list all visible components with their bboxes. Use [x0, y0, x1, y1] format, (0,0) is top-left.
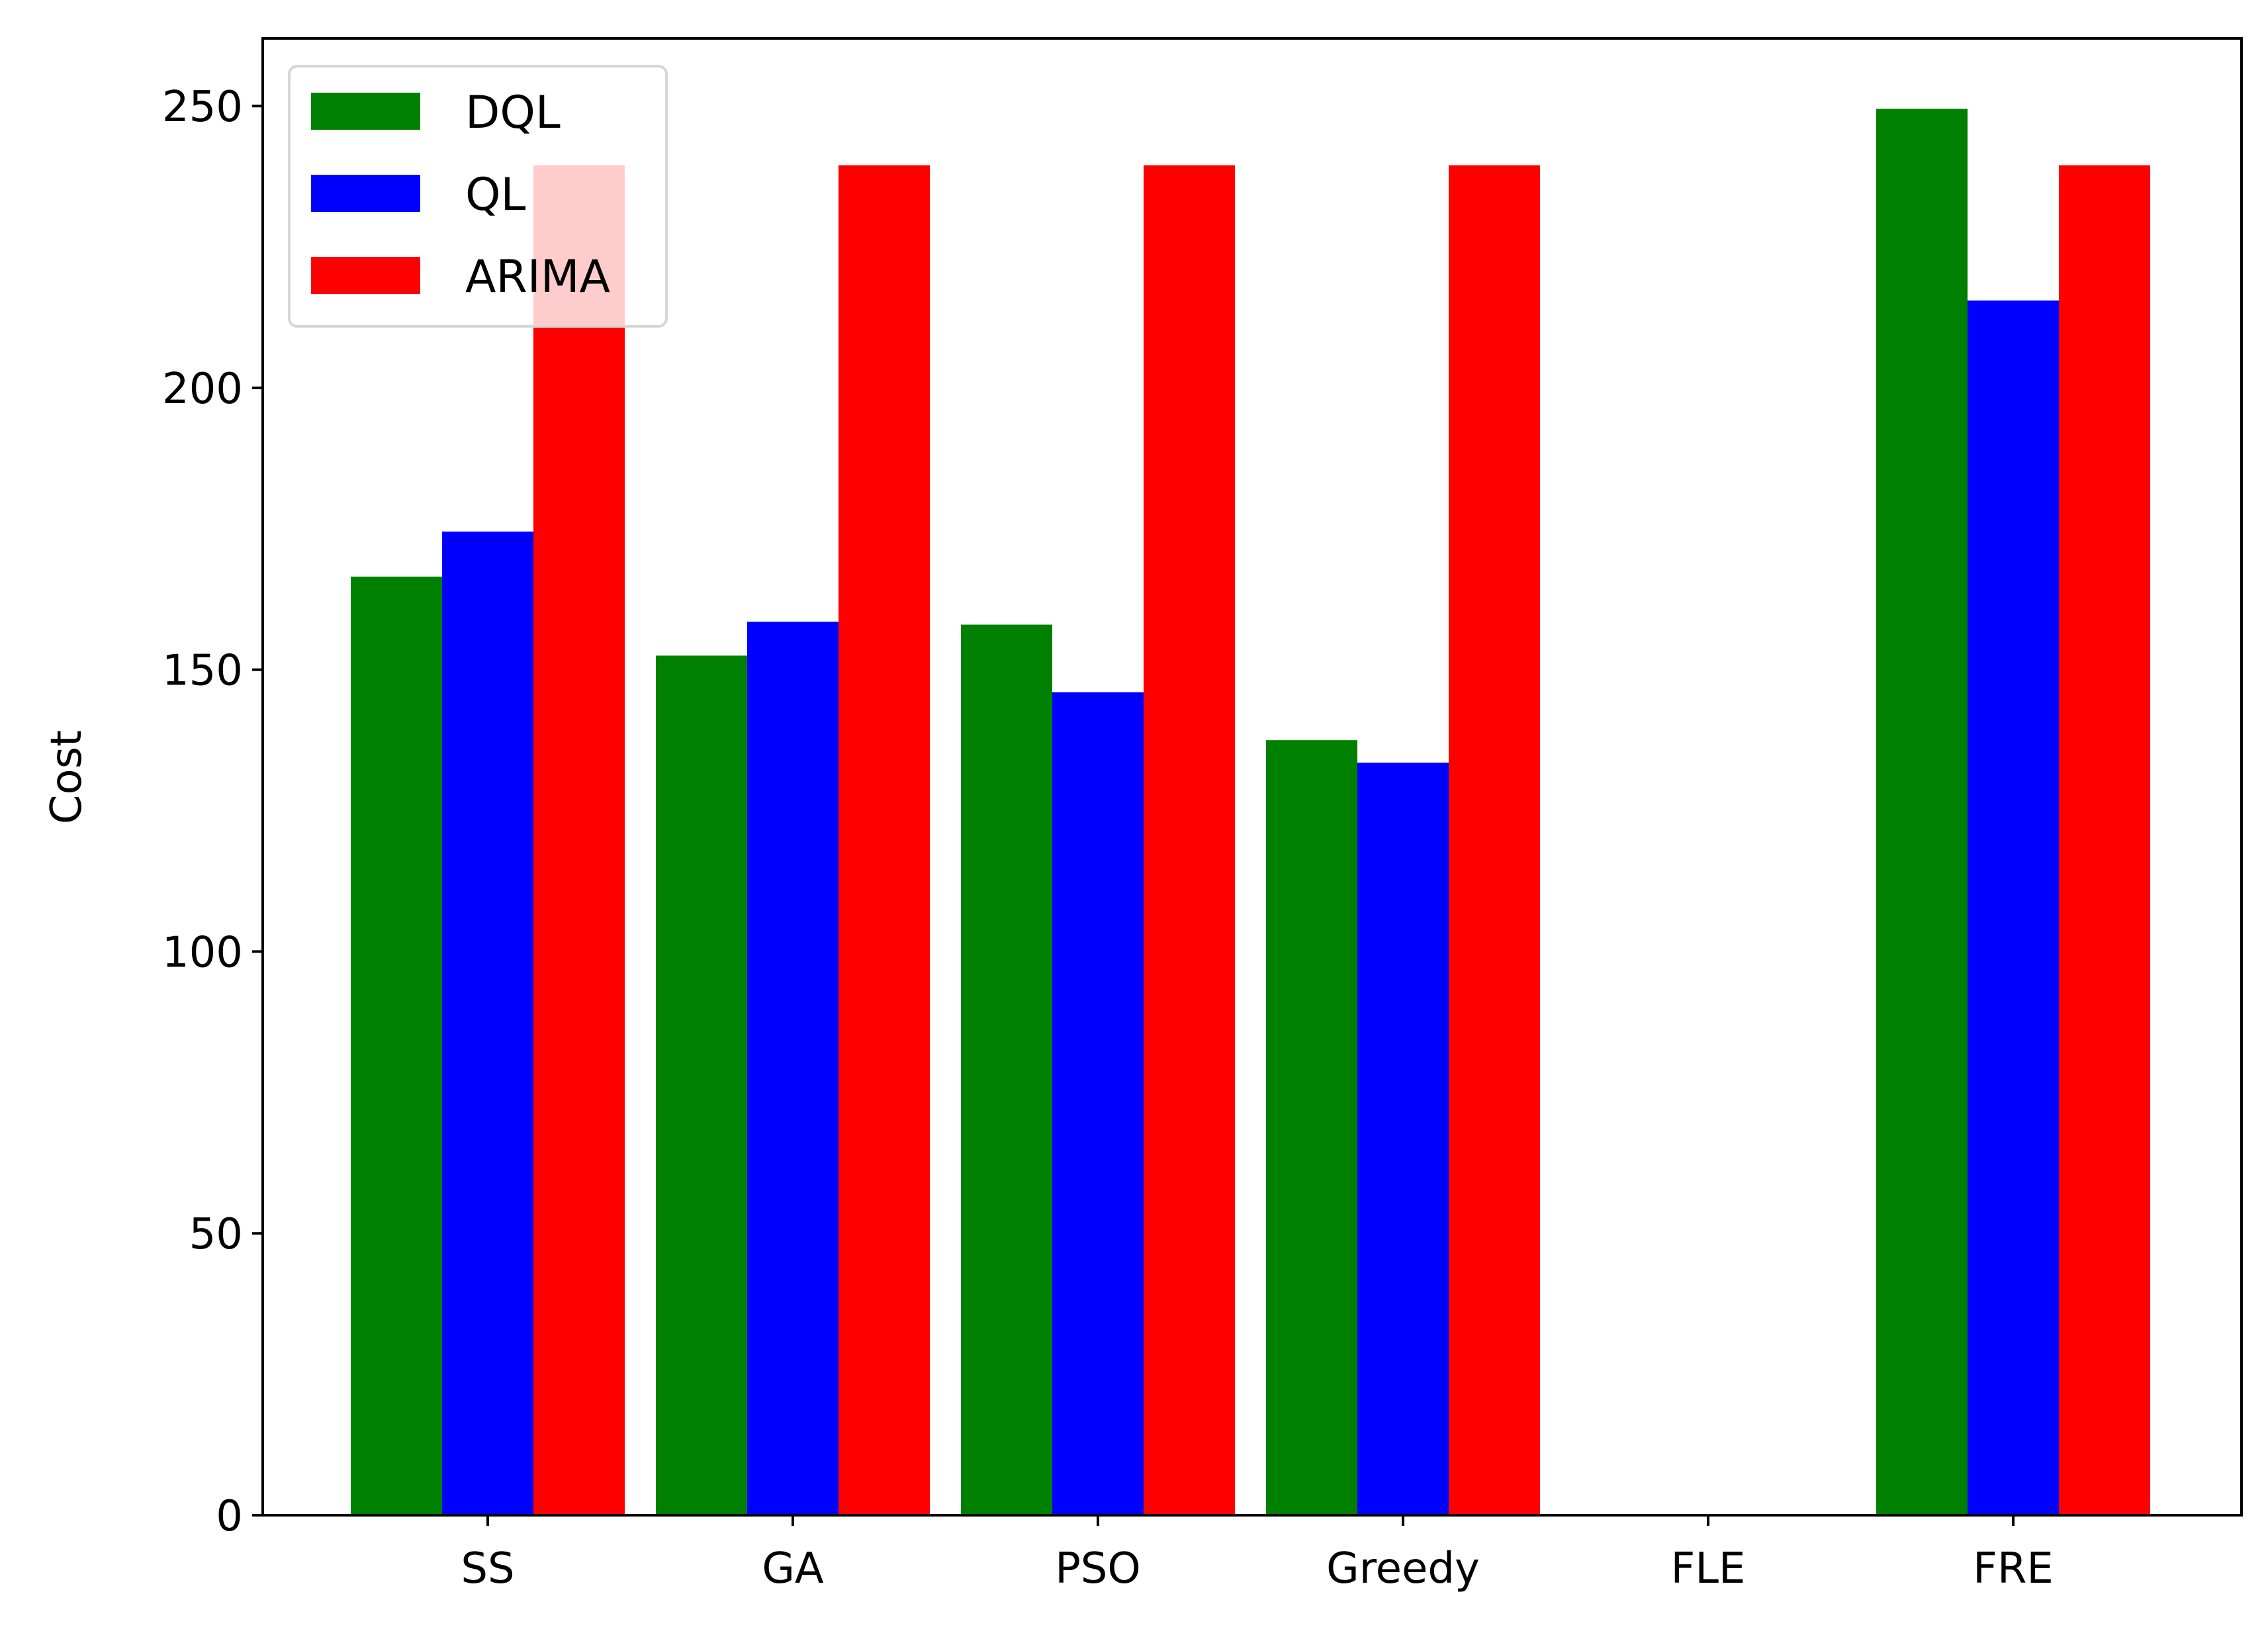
bar-ql-ga [747, 622, 839, 1516]
legend-label-ql: QL [465, 169, 526, 221]
y-tick-label: 0 [216, 1492, 243, 1541]
legend-label-dql: DQL [465, 87, 561, 139]
bar-arima-fre [2059, 165, 2150, 1515]
y-tick-label: 250 [162, 83, 243, 132]
bar-dql-pso [961, 624, 1052, 1515]
legend: DQL QL ARIMA [288, 65, 668, 328]
bar-arima-ss [533, 165, 625, 1515]
plot-frame [261, 37, 2243, 1517]
y-tick-label: 100 [162, 928, 243, 977]
x-tick-label: Greedy [1326, 1544, 1480, 1593]
legend-swatch-arima [311, 257, 420, 294]
x-tick-label: GA [762, 1544, 824, 1593]
x-tick-label: PSO [1055, 1544, 1141, 1593]
y-tick-label: 150 [162, 647, 243, 696]
bar-arima-pso [1144, 165, 1235, 1515]
y-axis: 0 50 100 150 200 250 [162, 83, 263, 1541]
bar-dql-ga [656, 655, 747, 1515]
x-tick-label: FRE [1973, 1544, 2054, 1593]
y-axis-label: Cost [42, 730, 91, 824]
bar-dql-greedy [1266, 740, 1357, 1515]
x-axis: SS GA PSO Greedy FLE FRE [461, 1515, 2054, 1593]
legend-swatch-dql [311, 93, 420, 130]
x-tick-label: FLE [1671, 1544, 1746, 1593]
legend-label-arima: ARIMA [465, 251, 610, 303]
bars-group [351, 109, 2150, 1516]
bar-dql-fre [1876, 109, 1968, 1515]
bar-ql-pso [1052, 692, 1144, 1515]
bar-ql-ss [442, 532, 533, 1515]
bar-ql-fre [1968, 300, 2059, 1515]
y-tick-label: 200 [162, 365, 243, 414]
bar-ql-greedy [1357, 763, 1449, 1515]
legend-swatch-ql [311, 175, 420, 212]
bar-arima-greedy [1449, 165, 1540, 1515]
bar-dql-ss [351, 577, 442, 1515]
bar-arima-ga [839, 165, 930, 1515]
x-tick-label: SS [461, 1544, 514, 1593]
y-tick-label: 50 [189, 1210, 243, 1259]
